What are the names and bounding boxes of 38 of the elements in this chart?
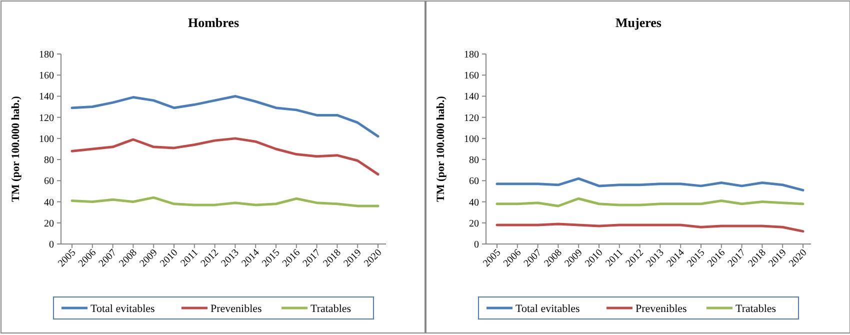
chart-title: Mujeres xyxy=(616,15,662,30)
line-series xyxy=(496,222,804,233)
y-tick-label: 60 xyxy=(44,176,54,188)
y-tick-label: 0 xyxy=(474,240,479,250)
y-tick-label: 120 xyxy=(39,112,54,124)
y-axis-title: TM (por 100.000 hab.) xyxy=(10,96,22,202)
line-series xyxy=(70,94,380,138)
x-tick-label: 2011 xyxy=(178,247,201,270)
y-tick-label: 40 xyxy=(469,197,479,208)
y-tick-label: 180 xyxy=(39,50,54,60)
y-tick-label: 140 xyxy=(464,92,479,103)
y-axis-title: TM (por 100.000 hab.) xyxy=(435,96,447,202)
y-tick-label: 140 xyxy=(39,92,54,103)
y-tick-label: 0 xyxy=(49,240,54,250)
y-tick-label: 100 xyxy=(464,134,479,145)
legend-label: Total evitables xyxy=(90,302,155,315)
legend-label: Total evitables xyxy=(516,302,580,315)
y-tick-label: 20 xyxy=(44,218,54,230)
y-tick-label: 40 xyxy=(44,197,54,208)
y-tick-label: 180 xyxy=(464,50,479,60)
line-series xyxy=(70,137,380,176)
y-tick-label: 20 xyxy=(469,218,479,230)
y-tick-label: 80 xyxy=(469,155,479,166)
legend-label: Prevenibles xyxy=(636,302,687,315)
y-tick-label: 80 xyxy=(44,155,54,166)
line-series xyxy=(496,197,804,208)
y-tick-label: 60 xyxy=(469,176,479,188)
legend-label: Tratables xyxy=(310,302,352,315)
legend-label: Prevenibles xyxy=(210,302,262,315)
y-tick-label: 160 xyxy=(39,70,54,82)
x-tick-label: 2011 xyxy=(604,247,626,270)
y-tick-label: 160 xyxy=(464,70,479,82)
line-series xyxy=(496,177,804,192)
line-series xyxy=(70,196,380,208)
y-tick-label: 120 xyxy=(464,112,479,124)
chart-title: Hombres xyxy=(188,15,240,30)
y-tick-label: 100 xyxy=(39,134,54,145)
legend-label: Tratables xyxy=(736,302,776,315)
